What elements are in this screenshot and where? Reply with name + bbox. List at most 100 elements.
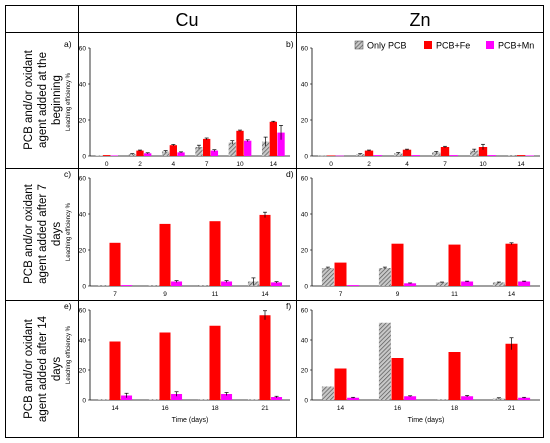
y-tick-label: 60 (79, 308, 87, 315)
y-tick-label: 40 (301, 212, 309, 219)
bar-pcb-mn (347, 285, 360, 286)
legend-swatch-only-pcb (354, 40, 364, 50)
x-tick-label: 14 (337, 405, 345, 412)
x-tick-label: 2 (367, 161, 371, 168)
y-tick-label: 40 (301, 82, 309, 89)
y-tick-label: 0 (82, 154, 86, 161)
x-tick-label: 9 (396, 291, 400, 298)
y-tick-label: 20 (301, 118, 309, 125)
y-tick-label: 60 (79, 46, 87, 53)
legend-label-pcb-mn: PCB+Mn (498, 41, 534, 51)
bar-only-pcb (247, 399, 259, 400)
bar-only-pcb (321, 268, 334, 286)
x-tick-label: 21 (261, 405, 269, 412)
bar-only-pcb (492, 282, 505, 286)
x-tick-label: 14 (261, 291, 269, 298)
bar-pcb-mn (335, 155, 344, 157)
bar-pcb-mn (461, 281, 474, 286)
table-border (5, 5, 544, 438)
bar-only-pcb (261, 141, 270, 156)
x-tick-label: 7 (205, 161, 209, 168)
row-header-1: PCB and/or oxidant agent added at the begi… (23, 49, 63, 150)
y-tick-label: 0 (82, 284, 86, 291)
bar-pcb-mn (271, 282, 283, 286)
bar-pcb-mn (271, 397, 283, 400)
chart-b: b) 0 20 40 60 0 2 4 7 10 14 (286, 39, 540, 168)
row-header-label-2: PCB and/or oxidant agent added after 7 day… (23, 183, 63, 284)
x-tick-label: 11 (451, 291, 458, 298)
y-tick-label: 20 (79, 248, 87, 255)
x-tick-label: 16 (394, 405, 402, 412)
bar-only-pcb (228, 142, 236, 156)
bar-pcb-mn (487, 155, 496, 156)
bar-pcb-mn (373, 155, 382, 156)
bar-pcb-mn (404, 283, 417, 286)
bar-pcb-fe (103, 155, 111, 156)
bar-only-pcb (378, 322, 391, 400)
bar-pcb-mn (171, 281, 183, 286)
bar-pcb-mn (110, 155, 119, 156)
x-tick-label: 10 (236, 161, 244, 168)
bar-only-pcb (195, 147, 203, 156)
bar-pcb-fe (448, 244, 461, 286)
bar-only-pcb (435, 399, 448, 400)
bar-pcb-fe (478, 147, 488, 156)
bar-pcb-fe (448, 352, 461, 400)
bar-pcb-fe (259, 214, 271, 286)
bar-pcb-mn (404, 396, 417, 400)
x-tick-label: 14 (517, 161, 525, 168)
panel-label: f) (286, 301, 291, 311)
bar-only-pcb (318, 155, 327, 157)
x-tick-label: 10 (479, 161, 487, 168)
x-tick-label: 14 (508, 291, 516, 298)
legend-swatch-pcb-mn (486, 41, 494, 49)
x-axis-label: Time (days) (172, 417, 209, 424)
bar-pcb-fe (209, 325, 221, 400)
x-tick-label: 2 (138, 161, 142, 168)
panel-label: d) (286, 169, 294, 179)
chart-f: f) 0 20 40 60 14 16 18 21 Time (days) (286, 301, 540, 424)
x-tick-label: 7 (339, 291, 343, 298)
bar-pcb-mn (144, 153, 152, 156)
bar-only-pcb (394, 153, 403, 156)
bar-pcb-mn (461, 396, 474, 400)
y-tick-label: 0 (304, 284, 308, 291)
x-tick-label: 0 (105, 161, 109, 168)
bar-pcb-fe (391, 358, 404, 400)
y-tick-label: 0 (304, 154, 308, 161)
chart-a: a) 0 20 40 60 Leaching efficiency % 0 2 4 7 10 14 (64, 39, 290, 168)
bar-pcb-mn (177, 152, 185, 156)
bar-only-pcb (508, 155, 517, 156)
x-tick-label: 16 (161, 405, 169, 412)
y-axis-label: Leaching efficiency % (66, 72, 72, 131)
bar-only-pcb (95, 155, 103, 156)
y-tick-label: 20 (79, 118, 87, 125)
y-tick-label: 0 (82, 398, 86, 405)
row-header-2: PCB and/or oxidant agent added after 7 day… (23, 183, 63, 284)
bar-only-pcb (161, 151, 170, 156)
bar-pcb-fe (269, 121, 277, 156)
bar-only-pcb (378, 268, 391, 286)
bar-only-pcb (435, 282, 448, 286)
y-tick-label: 20 (301, 368, 309, 375)
bar-only-pcb (470, 150, 479, 156)
bar-pcb-fe (259, 315, 271, 400)
y-tick-label: 0 (304, 398, 308, 405)
bar-only-pcb (432, 152, 441, 156)
row-header-label-3: PCB and/or oxidant agent added after 14 da… (23, 315, 63, 422)
x-tick-label: 14 (111, 405, 119, 412)
bar-pcb-fe (159, 332, 171, 400)
bar-pcb-mn (221, 394, 233, 400)
row-header-3: PCB and/or oxidant agent added after 14 da… (23, 315, 63, 422)
bar-pcb-mn (171, 394, 183, 400)
panel-label: b) (286, 39, 294, 49)
bar-pcb-mn (449, 155, 458, 156)
panel-label: e) (64, 301, 72, 311)
bar-pcb-fe (402, 149, 412, 156)
bar-pcb-fe (109, 242, 121, 286)
x-tick-label: 18 (211, 405, 219, 412)
bar-only-pcb (147, 399, 159, 400)
chart-c: c) 0 20 40 60 Leaching efficiency % 7 9 11 14 (64, 169, 290, 298)
